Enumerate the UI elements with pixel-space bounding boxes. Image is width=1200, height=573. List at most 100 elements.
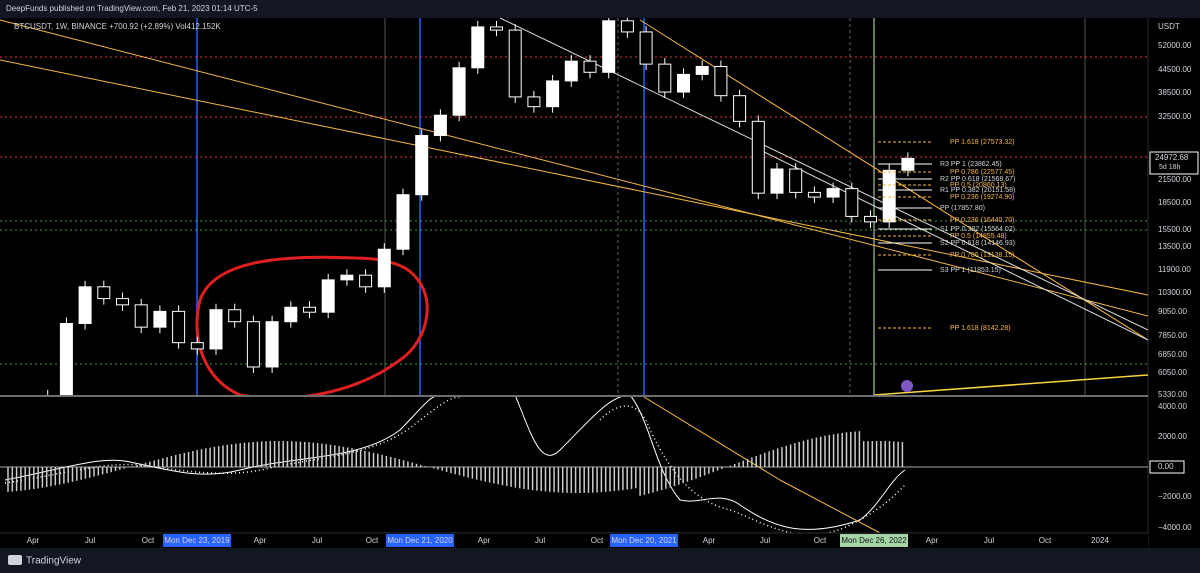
pivot-label: PP 0.236 (16440.70) [950,217,1014,224]
footer-text: TradingView [26,556,82,567]
candle [415,134,429,196]
time-tick-label: Mon Dec 23, 2019 [164,536,230,545]
legend: BTCUSDT, 1W, BINANCE +700.92 (+2.89%) Vo… [14,22,221,31]
pivot-label: PP (17857.80) [940,205,985,212]
indicator-tick-label: −2000.00 [1158,492,1192,501]
header-bar [0,0,1200,18]
time-tick-label: Oct [591,536,604,545]
pivot-label: PP 1.618 (8142.28) [950,325,1011,332]
price-tick-label: 6850.00 [1158,350,1187,359]
time-highlight [163,534,231,547]
candle [564,60,578,82]
candle [677,73,690,93]
candle [340,274,354,281]
candle [433,114,447,136]
time-tick-label: Oct [142,536,155,545]
candle [228,309,242,323]
pivot-label: S1 PP 0.382 (15564.02) [940,226,1015,233]
price-tick-label: 21500.00 [1158,175,1192,184]
time-highlight [840,534,908,547]
time-tick-label: Apr [703,536,716,545]
chart-area [0,18,1148,533]
candle [471,26,485,69]
time-highlight [386,534,454,547]
time-tick-label: Oct [366,536,379,545]
zero-box [1149,460,1185,474]
trendline [0,59,1148,296]
time-tick-label: Mon Dec 20, 2021 [611,536,677,545]
candle [695,65,709,75]
candle [78,286,92,324]
price-tick-label: 32500.00 [1158,112,1192,121]
currency: USDT [1158,22,1180,31]
time-tick-label: Oct [1039,536,1052,545]
price-axis [1148,18,1200,548]
candles [47,18,915,395]
pivot-label: PP 1.618 (27573.32) [950,139,1014,146]
candle [377,248,391,288]
candle [826,188,840,198]
candle [303,306,316,313]
candle [714,65,728,97]
pivot-label: PP 0.5 (20860.13) [950,182,1007,189]
signal-line [4,397,906,533]
price-tick-label: 6050.00 [1158,368,1187,377]
time-tick-label: Mon Dec 21, 2020 [387,536,453,545]
candle [602,20,616,73]
hand-drawn-circle [195,255,429,395]
pivot-label: PP 0.236 (19274.90) [950,194,1014,201]
candle [882,169,896,223]
candle [359,274,373,288]
candle [265,321,279,368]
pivot-label: R2 PP 0.618 (21568.67) [940,176,1015,183]
candle [527,96,541,108]
pivot-label: R1 PP 0.382 (20151.58) [940,187,1015,194]
candle [639,31,653,65]
trendline [779,479,881,533]
candle [153,310,167,328]
indicator-tick-label: 4000.00 [1158,402,1187,411]
candle [59,322,73,395]
candle [733,95,747,122]
price-tick-label: 15500.00 [1158,225,1192,234]
candle [658,63,672,93]
candle [284,306,298,323]
time-tick-label: Jul [85,536,95,545]
candle [172,310,186,344]
trendline [643,397,781,481]
candle [583,60,597,73]
time-tick-label: Jul [535,536,545,545]
event-icon [901,380,913,392]
last-price: 24972.68 [1155,153,1189,162]
price-tick-label: 44500.00 [1158,65,1192,74]
indicator-tick-label: 2000.00 [1158,432,1187,441]
time-tick-label: Jul [760,536,770,545]
time-tick-label: Apr [478,536,491,545]
candle [807,191,821,198]
candle [770,168,784,194]
candle [396,194,410,250]
time-highlight [610,534,678,547]
pivot-label: PP 0.5 (14855.48) [950,233,1007,240]
last-price-box [1149,151,1199,175]
price-tick-label: 11900.00 [1158,265,1191,274]
candle [508,29,522,98]
candle [751,120,765,194]
price-tick-label: 10300.00 [1158,288,1192,297]
price-tick-label: 7850.00 [1158,331,1187,340]
time-tick-label: 2024 [1091,536,1109,545]
trendline [873,374,1148,395]
trendline [759,149,1148,341]
macd-line [4,397,906,530]
trendline [0,19,1148,317]
candle [190,342,204,350]
candle [246,321,260,368]
pivot-label: R3 PP 1 (23862.45) [940,161,1002,168]
time-tick-label: Apr [27,536,40,545]
candle [134,304,148,328]
pivot-label: PP 0.786 (22577.45) [950,169,1014,176]
time-tick-label: Jul [984,536,994,545]
countdown: 5d 18h [1159,164,1181,171]
price-tick-label: 13500.00 [1158,242,1192,251]
